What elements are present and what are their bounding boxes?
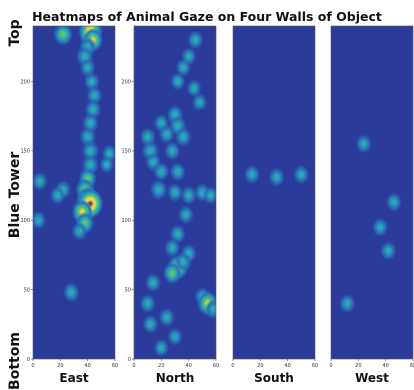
gaze-blob <box>174 127 192 147</box>
y-tick-label: 150 <box>20 149 30 155</box>
y-tick-label: 150 <box>121 149 131 155</box>
wall-label-west: West <box>355 371 389 385</box>
y-tick-label: 50 <box>125 287 131 293</box>
x-tick-label: 0 <box>132 363 135 369</box>
heatmap-panel-south: 0 20 40 60 <box>231 25 318 369</box>
gaze-blob <box>192 93 208 112</box>
y-tick-label: 200 <box>121 79 131 85</box>
gaze-blob <box>186 79 202 98</box>
gaze-blob <box>71 221 88 241</box>
x-tick-label: 60 <box>213 363 219 369</box>
y-tick-label: 200 <box>20 79 30 85</box>
heatmap-panel-west: 0 20 40 60 <box>329 25 414 369</box>
gaze-blob <box>164 141 181 161</box>
gaze-blob <box>164 238 181 258</box>
y-tick-label: 0 <box>128 357 131 363</box>
wall-label-south: South <box>254 371 294 385</box>
heatmap-panel-east: 0 20 40 60 0 50 100 150 200 <box>20 25 118 369</box>
gaze-blob <box>149 179 168 200</box>
panel-background <box>33 26 115 359</box>
panel-frame <box>133 25 217 360</box>
panel-frame <box>32 25 116 360</box>
x-tick-label: 40 <box>284 363 290 369</box>
gaze-blob <box>244 165 261 184</box>
x-tick-label: 60 <box>112 363 118 369</box>
gaze-blob <box>372 217 389 237</box>
gaze-blob <box>385 192 402 212</box>
gaze-blob <box>339 294 356 313</box>
x-tick-label: 40 <box>185 363 191 369</box>
gaze-blob <box>169 162 186 182</box>
gaze-blob <box>53 26 73 46</box>
wall-label-east: East <box>59 371 89 385</box>
y-tick-label: 50 <box>24 287 30 293</box>
panel-frame <box>232 25 316 360</box>
x-tick-label: 0 <box>231 363 234 369</box>
x-tick-label: 60 <box>312 363 318 369</box>
gaze-blob <box>170 72 186 91</box>
x-tick-label: 20 <box>158 363 164 369</box>
heatmap-panel-north: 0 20 40 60 0 50 100 150 200 <box>121 25 219 369</box>
y-tick-label: 100 <box>20 218 30 224</box>
x-tick-label: 0 <box>31 363 34 369</box>
gaze-blob <box>355 134 372 154</box>
gaze-blob <box>63 282 80 303</box>
x-tick-label: 60 <box>410 363 414 369</box>
gaze-blob <box>142 314 159 334</box>
gaze-blob <box>293 165 310 184</box>
x-tick-label: 40 <box>84 363 90 369</box>
gaze-blob <box>174 251 192 273</box>
gaze-blob <box>167 327 183 346</box>
x-tick-label: 20 <box>257 363 263 369</box>
wall-label-north: North <box>155 371 195 385</box>
gaze-blob <box>50 186 66 205</box>
gaze-blob <box>167 183 183 202</box>
gaze-blob <box>202 186 216 205</box>
gaze-blob <box>204 298 216 320</box>
gaze-blob <box>139 294 156 313</box>
x-tick-label: 20 <box>57 363 63 369</box>
gaze-blob <box>99 156 115 174</box>
x-tick-label: 40 <box>382 363 388 369</box>
gaze-blob <box>33 211 47 230</box>
gaze-blob <box>187 30 204 50</box>
y-tick-label: 100 <box>121 218 131 224</box>
gaze-blob <box>268 167 285 187</box>
gaze-blob <box>153 338 169 357</box>
panel-frame <box>330 25 414 360</box>
x-tick-label: 20 <box>355 363 361 369</box>
gaze-blob <box>153 162 170 182</box>
gaze-blob <box>180 185 197 205</box>
gaze-blob <box>145 273 162 293</box>
chart-title: Heatmaps of Animal Gaze on Four Walls of… <box>32 9 382 24</box>
gaze-blob <box>175 58 191 77</box>
x-tick-label: 0 <box>329 363 332 369</box>
panel-background <box>233 26 315 359</box>
gaze-blob <box>33 172 48 191</box>
gaze-blob <box>158 308 175 327</box>
gaze-blob <box>177 205 194 225</box>
gaze-blob <box>380 241 397 261</box>
y-tick-label: 0 <box>27 357 30 363</box>
